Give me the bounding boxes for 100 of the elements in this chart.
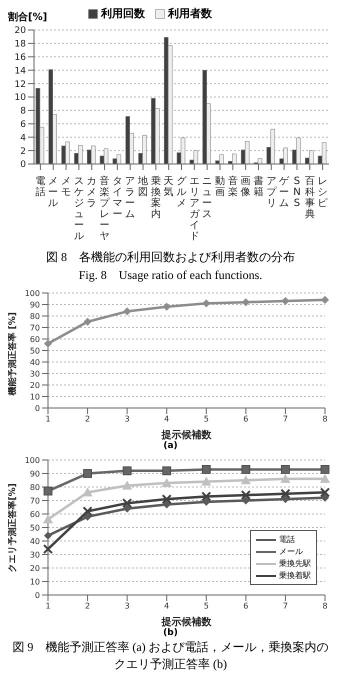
bar bbox=[309, 150, 314, 164]
point bbox=[44, 486, 52, 496]
point bbox=[123, 504, 132, 513]
y-tick-label: 70 bbox=[30, 323, 40, 332]
point bbox=[321, 494, 329, 502]
point bbox=[242, 298, 250, 306]
point bbox=[320, 465, 330, 474]
x-tick-label: ニュース bbox=[202, 176, 212, 220]
bar bbox=[36, 88, 40, 164]
point bbox=[162, 500, 171, 509]
bar bbox=[78, 144, 83, 164]
x-tick-label: メモ bbox=[61, 176, 72, 198]
y-tick-label: 20 bbox=[30, 380, 40, 390]
bar bbox=[296, 138, 301, 164]
y-tick-label: 60 bbox=[30, 510, 40, 519]
bar bbox=[104, 148, 108, 164]
bar bbox=[202, 70, 207, 164]
x-tick-label: 音楽 bbox=[228, 175, 238, 198]
bar bbox=[142, 134, 147, 164]
x-tick-label: アラーム bbox=[125, 176, 136, 220]
y-tick-label: 0 bbox=[34, 404, 40, 413]
point bbox=[162, 302, 171, 311]
x-tick-label: SNS bbox=[293, 176, 301, 209]
x-tick-label: 音楽プレーヤ bbox=[100, 175, 111, 242]
legend-label: 利用回数 bbox=[101, 7, 145, 20]
y-tick-label: 10 bbox=[30, 577, 40, 586]
point bbox=[240, 490, 251, 500]
y-tick-label: 4 bbox=[20, 133, 26, 144]
x-tick-label: 画像 bbox=[240, 176, 251, 198]
y-tick-label: 80 bbox=[30, 482, 40, 492]
point bbox=[43, 514, 53, 524]
point bbox=[321, 296, 329, 304]
y-tick-label: 80 bbox=[30, 312, 40, 321]
x-tick-label: 5 bbox=[204, 414, 209, 424]
text: (a) bbox=[162, 441, 179, 451]
x-tick-label: 地図 bbox=[137, 175, 148, 198]
point bbox=[162, 478, 172, 487]
bar bbox=[270, 128, 276, 164]
x-tick-label: 4 bbox=[164, 602, 170, 611]
point bbox=[320, 487, 330, 498]
y-tick-label: 20 bbox=[30, 564, 40, 573]
y-tick-label: 90 bbox=[30, 300, 40, 310]
x-tick-label: 書籍 bbox=[253, 175, 264, 198]
point bbox=[201, 491, 212, 502]
legend-label: 利用者数 bbox=[168, 7, 212, 20]
bar bbox=[48, 69, 53, 164]
y-tick-label: 50 bbox=[30, 523, 40, 532]
point bbox=[83, 469, 92, 478]
x-tick-label: メール bbox=[48, 176, 58, 209]
point bbox=[162, 466, 172, 476]
x-tick-label: グルメ bbox=[176, 176, 188, 209]
x-tick-label: 2 bbox=[85, 602, 90, 611]
bar bbox=[194, 150, 198, 164]
bar bbox=[90, 146, 96, 164]
x-tick-label: 4 bbox=[164, 414, 170, 424]
x-tick-label: 3 bbox=[124, 602, 130, 611]
y-tick-label: 6 bbox=[20, 120, 26, 130]
y-tick-label: 14 bbox=[14, 66, 26, 76]
point bbox=[202, 465, 211, 474]
legend-label: 乗換先駅 bbox=[279, 558, 311, 569]
x-tick-label: ゲーム bbox=[279, 176, 290, 209]
x-tick-label: 電話 bbox=[35, 176, 46, 198]
caption: 図 8 各機能の利用回数および利用者数の分布 bbox=[45, 249, 296, 266]
x-tick-label: 6 bbox=[243, 602, 248, 611]
x-tick-label: タイマー bbox=[112, 176, 122, 220]
bar bbox=[65, 142, 70, 164]
point bbox=[122, 498, 132, 508]
y-axis-title: 割合[%] bbox=[8, 10, 48, 24]
point bbox=[240, 475, 251, 484]
point bbox=[281, 465, 290, 474]
legend-label: 乗換着駅 bbox=[279, 570, 311, 581]
y-tick-label: 18 bbox=[14, 40, 26, 50]
bar bbox=[232, 154, 237, 164]
point bbox=[122, 480, 132, 490]
y-tick-label: 0 bbox=[34, 590, 40, 600]
legend-label: メール bbox=[279, 546, 303, 557]
x-tick-label: 7 bbox=[282, 414, 288, 424]
y-tick-label: 100 bbox=[24, 288, 40, 298]
point bbox=[84, 318, 92, 326]
point bbox=[44, 340, 52, 348]
x-tick-label: 3 bbox=[124, 414, 130, 424]
y-tick-label: 8 bbox=[20, 106, 26, 117]
x-axis-title: 提示候補数 bbox=[160, 429, 212, 441]
y-tick-label: 40 bbox=[30, 536, 40, 546]
caption: 図 9 機能予測正答率 (a) および電話，メール，乗換案内のクエリ予測正答率 (b) bbox=[12, 639, 329, 673]
x-tick-label: 動画 bbox=[214, 176, 225, 198]
x-tick-label: 1 bbox=[45, 602, 51, 611]
y-tick-label: 60 bbox=[30, 334, 40, 344]
y-tick-label: 12 bbox=[14, 80, 26, 90]
y-tick-label: 0 bbox=[20, 160, 26, 170]
x-tick-label: 8 bbox=[322, 602, 328, 611]
point bbox=[82, 487, 93, 496]
x-tick-label: 1 bbox=[45, 414, 51, 424]
bar bbox=[219, 154, 224, 164]
bar bbox=[244, 140, 250, 164]
point bbox=[122, 466, 132, 476]
point bbox=[162, 494, 172, 504]
point bbox=[84, 512, 92, 521]
y-tick-label: 40 bbox=[30, 358, 40, 367]
x-tick-label: 乗換案内 bbox=[150, 175, 161, 220]
